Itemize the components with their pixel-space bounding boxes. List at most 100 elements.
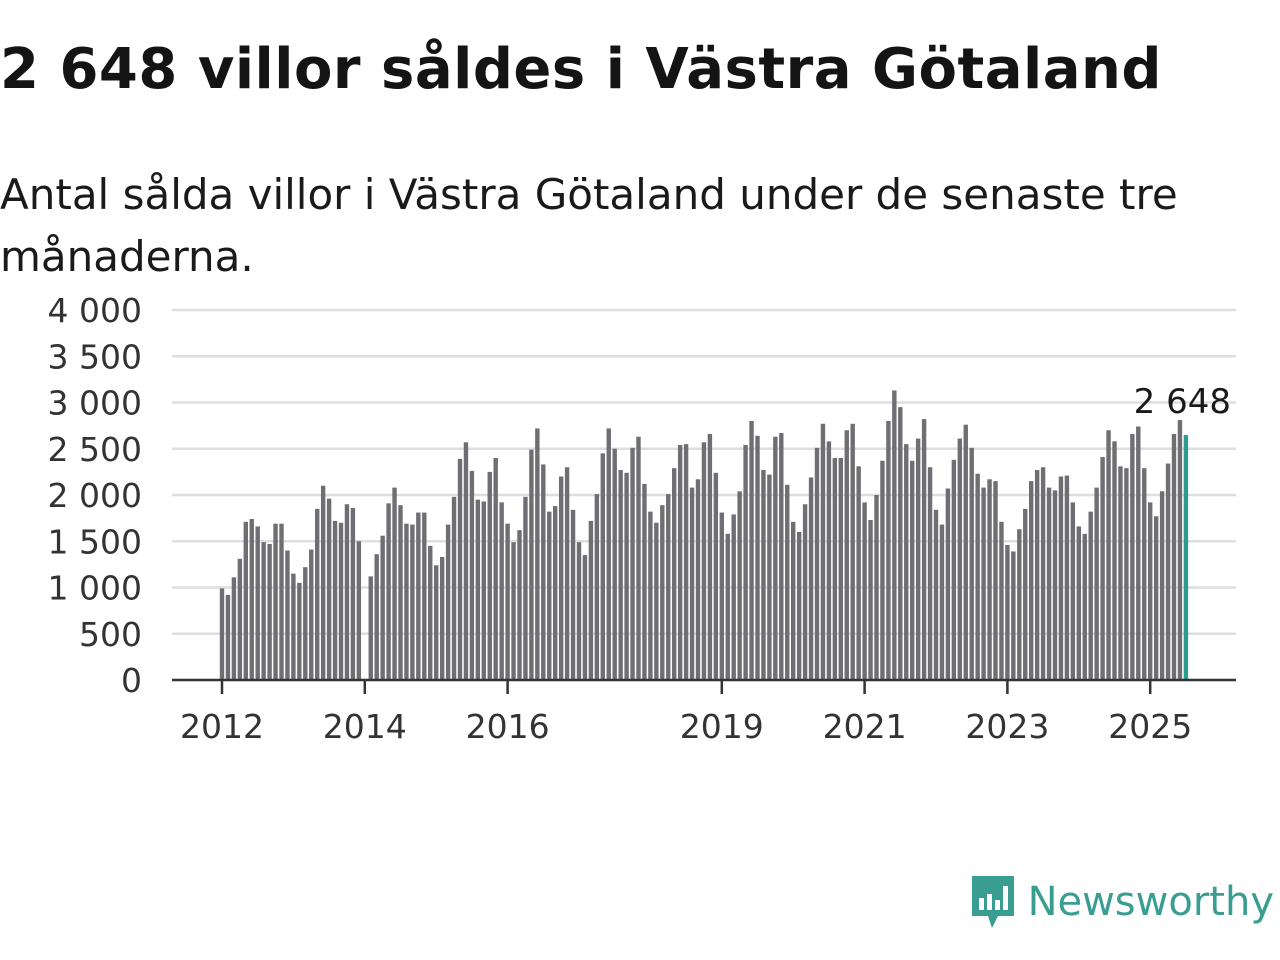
bar xyxy=(398,505,403,680)
bar xyxy=(963,424,968,680)
bar xyxy=(874,495,879,680)
bar xyxy=(808,477,814,680)
x-tick-label: 2012 xyxy=(180,707,264,746)
bar xyxy=(725,533,730,680)
chart-title: 2 648 villor såldes i Västra Götaland xyxy=(0,37,1162,102)
bar xyxy=(600,453,605,680)
bar xyxy=(487,471,492,681)
bar xyxy=(737,491,742,680)
bar xyxy=(422,512,427,680)
bar xyxy=(1142,468,1147,680)
bar xyxy=(255,526,260,680)
bar xyxy=(880,460,885,680)
label-layer: 0 500 1 000 1 500 2 000 2 500 3 000 3 500 4 000 2… xyxy=(48,291,1231,746)
bar xyxy=(951,459,957,680)
bar xyxy=(749,421,754,680)
bar xyxy=(910,460,915,680)
bar xyxy=(344,504,350,680)
bar xyxy=(505,523,510,680)
bar xyxy=(779,433,784,680)
bar xyxy=(999,521,1004,680)
bar xyxy=(886,421,891,680)
bar xyxy=(814,447,820,680)
bar xyxy=(856,466,861,680)
y-tick-label: 0 xyxy=(121,661,142,700)
bar xyxy=(957,438,962,680)
bar xyxy=(791,521,796,680)
bar xyxy=(404,523,409,680)
bar xyxy=(297,582,302,681)
bar xyxy=(785,484,790,680)
bar xyxy=(844,430,849,680)
bar xyxy=(993,481,998,681)
bar xyxy=(969,447,974,680)
bar xyxy=(410,524,415,680)
bar xyxy=(677,445,683,680)
bar xyxy=(719,512,724,680)
x-tick-label: 2025 xyxy=(1108,707,1192,746)
bar xyxy=(1106,430,1111,680)
bar xyxy=(1017,529,1022,680)
y-tick-label: 3 500 xyxy=(48,337,142,376)
bar xyxy=(291,573,296,681)
bar xyxy=(535,428,540,680)
bar xyxy=(987,479,992,680)
y-tick-label: 3 000 xyxy=(48,384,142,423)
bar xyxy=(1088,511,1093,680)
bar-chart: 0 500 1 000 1 500 2 000 2 500 3 000 3 500 4 000 2… xyxy=(48,291,1236,746)
bar xyxy=(439,556,445,680)
bar xyxy=(273,523,278,680)
bar xyxy=(350,507,356,680)
bar xyxy=(445,524,451,680)
bar xyxy=(434,565,439,680)
bar xyxy=(1064,475,1070,680)
bar xyxy=(547,511,552,680)
bar xyxy=(529,449,534,680)
bar xyxy=(582,555,588,681)
bar xyxy=(975,473,980,680)
bar xyxy=(1076,526,1081,680)
bar xyxy=(1177,420,1183,680)
bar xyxy=(904,444,909,680)
bar xyxy=(755,435,760,680)
bar xyxy=(219,588,225,680)
bar xyxy=(892,390,897,680)
bar xyxy=(576,542,582,680)
bar xyxy=(380,535,385,680)
bar xyxy=(707,433,713,680)
chart-subtitle: Antal sålda villor i Västra Götaland und… xyxy=(0,170,1178,281)
brand-logo: Newsworthy xyxy=(968,872,1274,932)
bar xyxy=(570,509,576,680)
bar xyxy=(921,419,927,680)
bar xyxy=(915,438,921,680)
y-tick-label: 500 xyxy=(79,615,142,654)
bar xyxy=(553,506,558,680)
bar xyxy=(606,428,611,680)
bar xyxy=(428,545,433,681)
bar xyxy=(838,458,843,680)
y-tick-label: 1 000 xyxy=(48,569,142,608)
bar xyxy=(249,519,254,680)
bar xyxy=(1094,487,1099,680)
bar xyxy=(261,542,266,680)
bar xyxy=(338,522,344,680)
bar xyxy=(523,496,528,680)
bar xyxy=(695,479,701,680)
bar xyxy=(761,470,766,680)
newsworthy-logo-icon xyxy=(971,876,1014,928)
bar xyxy=(457,458,463,680)
bar xyxy=(1136,426,1141,680)
bar xyxy=(666,494,671,680)
bar xyxy=(368,576,373,680)
bar xyxy=(862,502,867,680)
bar xyxy=(636,436,641,680)
bar xyxy=(469,470,475,680)
bar xyxy=(981,487,986,680)
bar xyxy=(303,567,308,680)
bar xyxy=(672,468,677,680)
bar xyxy=(320,485,326,680)
bar xyxy=(826,441,832,680)
bar xyxy=(618,470,623,680)
bar xyxy=(868,519,873,680)
bar xyxy=(231,577,237,680)
